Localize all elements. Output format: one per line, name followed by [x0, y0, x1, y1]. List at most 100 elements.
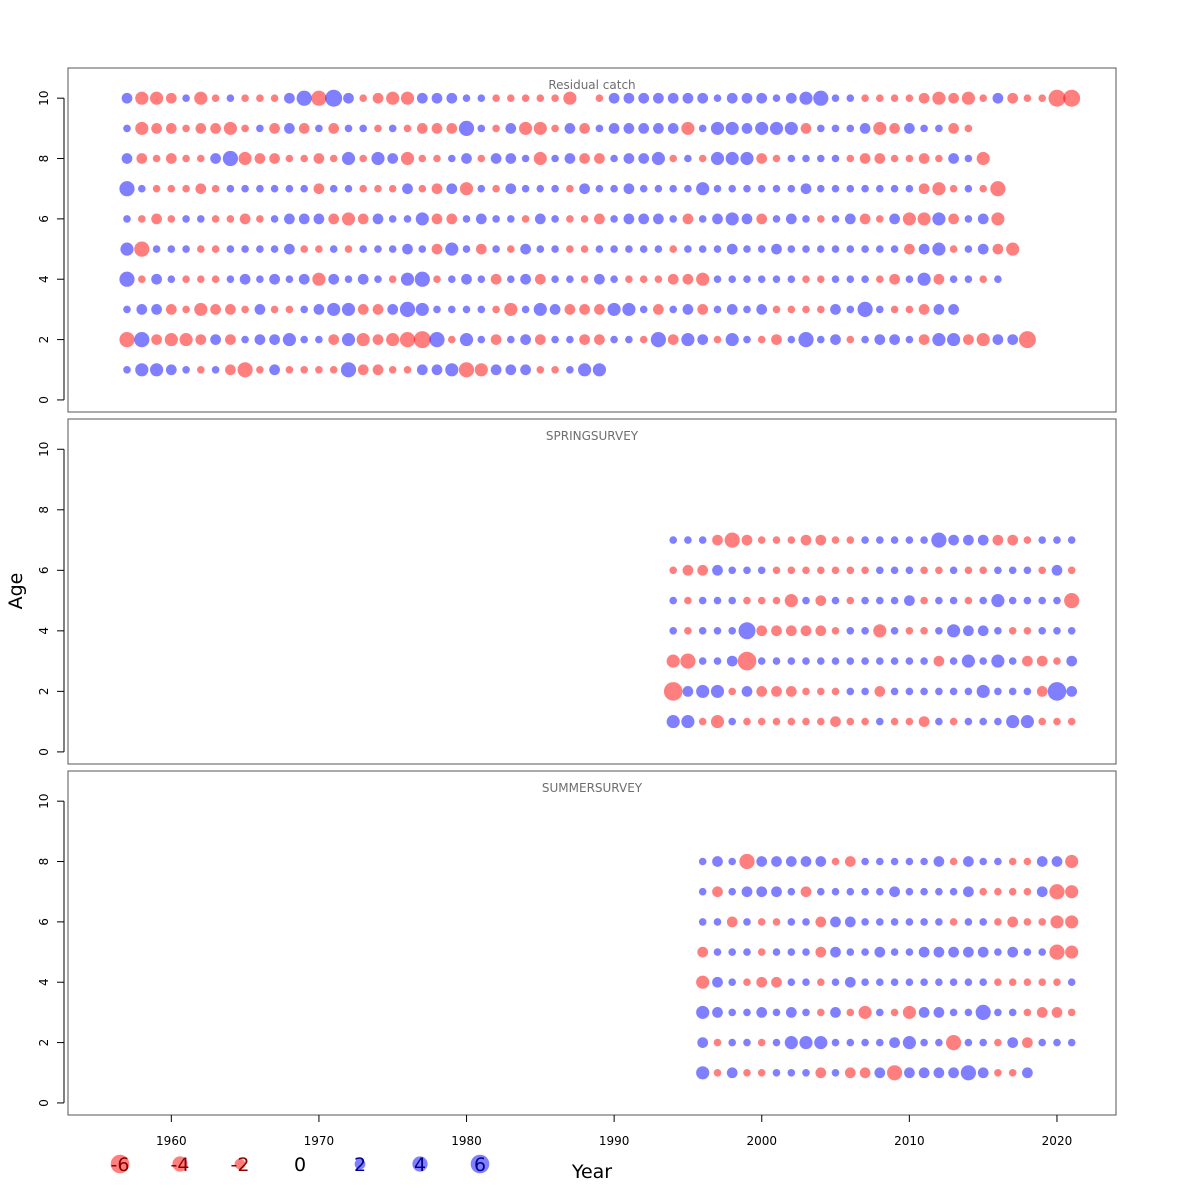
residual-bubble	[1023, 687, 1032, 696]
y-tick-label: 4	[37, 627, 51, 635]
residual-bubble	[831, 536, 840, 544]
residual-bubble	[165, 92, 177, 104]
residual-bubble	[859, 1067, 871, 1079]
residual-bubble	[448, 335, 456, 344]
residual-bubble	[151, 123, 162, 134]
residual-bubble	[475, 243, 487, 255]
residual-bubble	[1064, 593, 1080, 609]
residual-bubble	[492, 215, 500, 223]
residual-bubble	[728, 1008, 736, 1017]
residual-bubble	[756, 304, 768, 315]
residual-bubble	[462, 245, 471, 253]
residual-bubble	[813, 90, 829, 106]
x-axis: 1960 1970 1980 1990 2000 2010 2020	[156, 1115, 1072, 1148]
residual-bubble	[151, 273, 162, 285]
residual-bubble	[329, 245, 338, 253]
residual-bubble	[211, 245, 220, 253]
residual-bubble	[1023, 627, 1032, 635]
residual-bubble	[1038, 717, 1046, 726]
residual-bubble	[551, 215, 559, 223]
residual-bubble	[861, 687, 869, 696]
residual-bubble	[667, 92, 679, 104]
residual-bubble	[904, 1067, 915, 1079]
residual-bubble	[651, 151, 665, 166]
residual-bubble	[696, 1066, 710, 1080]
residual-bubble	[932, 182, 946, 196]
residual-bubble	[756, 856, 768, 867]
residual-bubble	[239, 273, 251, 285]
residual-bubble	[182, 154, 190, 163]
residual-bubble	[697, 564, 709, 576]
residual-bubble	[551, 335, 559, 344]
legend-bubble	[470, 1154, 490, 1174]
residual-bubble	[830, 1007, 841, 1018]
residual-bubble	[1047, 682, 1067, 701]
residual-bubble	[861, 536, 869, 544]
residual-bubble	[890, 94, 899, 102]
residual-bubble	[979, 596, 987, 605]
residual-bubble	[771, 886, 782, 898]
residual-bubble	[964, 918, 973, 926]
y-tick-label: 8	[37, 155, 51, 163]
residual-bubble	[741, 123, 753, 134]
residual-bubble	[772, 596, 781, 605]
residual-bubble	[371, 151, 385, 166]
panel-frame	[67, 770, 1117, 1116]
residual-bubble	[713, 245, 722, 253]
residual-bubble	[669, 154, 677, 163]
residual-bubble	[595, 94, 604, 102]
residual-bubble	[165, 364, 177, 376]
residual-bubble	[964, 1008, 973, 1017]
residual-bubble	[566, 245, 574, 253]
residual-bubble	[728, 948, 736, 956]
residual-bubble	[1067, 1008, 1076, 1017]
residual-bubble	[195, 183, 207, 195]
residual-bubble	[284, 243, 295, 255]
residual-bubble	[844, 213, 856, 225]
residual-bubble	[682, 213, 694, 225]
residual-bubble	[210, 334, 221, 345]
residual-bubble	[771, 686, 782, 697]
residual-bubble	[977, 946, 989, 958]
residual-bubble	[492, 305, 500, 314]
residual-bubble	[920, 566, 928, 575]
residual-bubble	[1036, 886, 1048, 898]
residual-bubble	[935, 596, 943, 605]
residual-bubble	[256, 94, 264, 102]
residual-bubble	[979, 94, 987, 102]
residual-bubble	[681, 333, 695, 347]
residual-bubble	[920, 918, 928, 926]
residual-bubble	[534, 273, 546, 285]
residual-bubble	[507, 335, 515, 344]
residual-bubble	[152, 154, 161, 163]
legend-bubble	[412, 1156, 428, 1172]
residual-bubble	[861, 918, 869, 926]
residual-bubble	[458, 362, 475, 378]
residual-bubble	[610, 215, 618, 223]
residual-bubble	[964, 687, 973, 696]
residual-bubble	[300, 154, 309, 163]
residual-bubble	[623, 213, 635, 225]
residual-bubble	[194, 91, 208, 105]
residual-bubble	[831, 687, 840, 696]
residual-bubble	[946, 1035, 962, 1051]
residual-bubble	[949, 978, 958, 986]
residual-bubble	[400, 91, 415, 105]
residual-bubble	[445, 363, 459, 377]
residual-bubble	[743, 717, 751, 726]
residual-bubble	[226, 275, 235, 284]
residual-bubble	[846, 687, 855, 696]
residual-bubble	[431, 92, 443, 104]
residual-bubble	[1022, 655, 1033, 667]
residual-bubble	[994, 857, 1002, 866]
residual-bubble	[728, 887, 736, 896]
residual-bubble	[210, 304, 221, 315]
residual-bubble	[905, 687, 914, 696]
residual-bubble	[138, 184, 146, 193]
residual-bubble	[388, 275, 397, 284]
residual-bubble	[949, 596, 958, 605]
residual-bubble	[1067, 1038, 1076, 1047]
residual-bubble	[329, 366, 338, 374]
residual-bubble	[520, 273, 531, 285]
residual-bubble	[817, 154, 825, 163]
